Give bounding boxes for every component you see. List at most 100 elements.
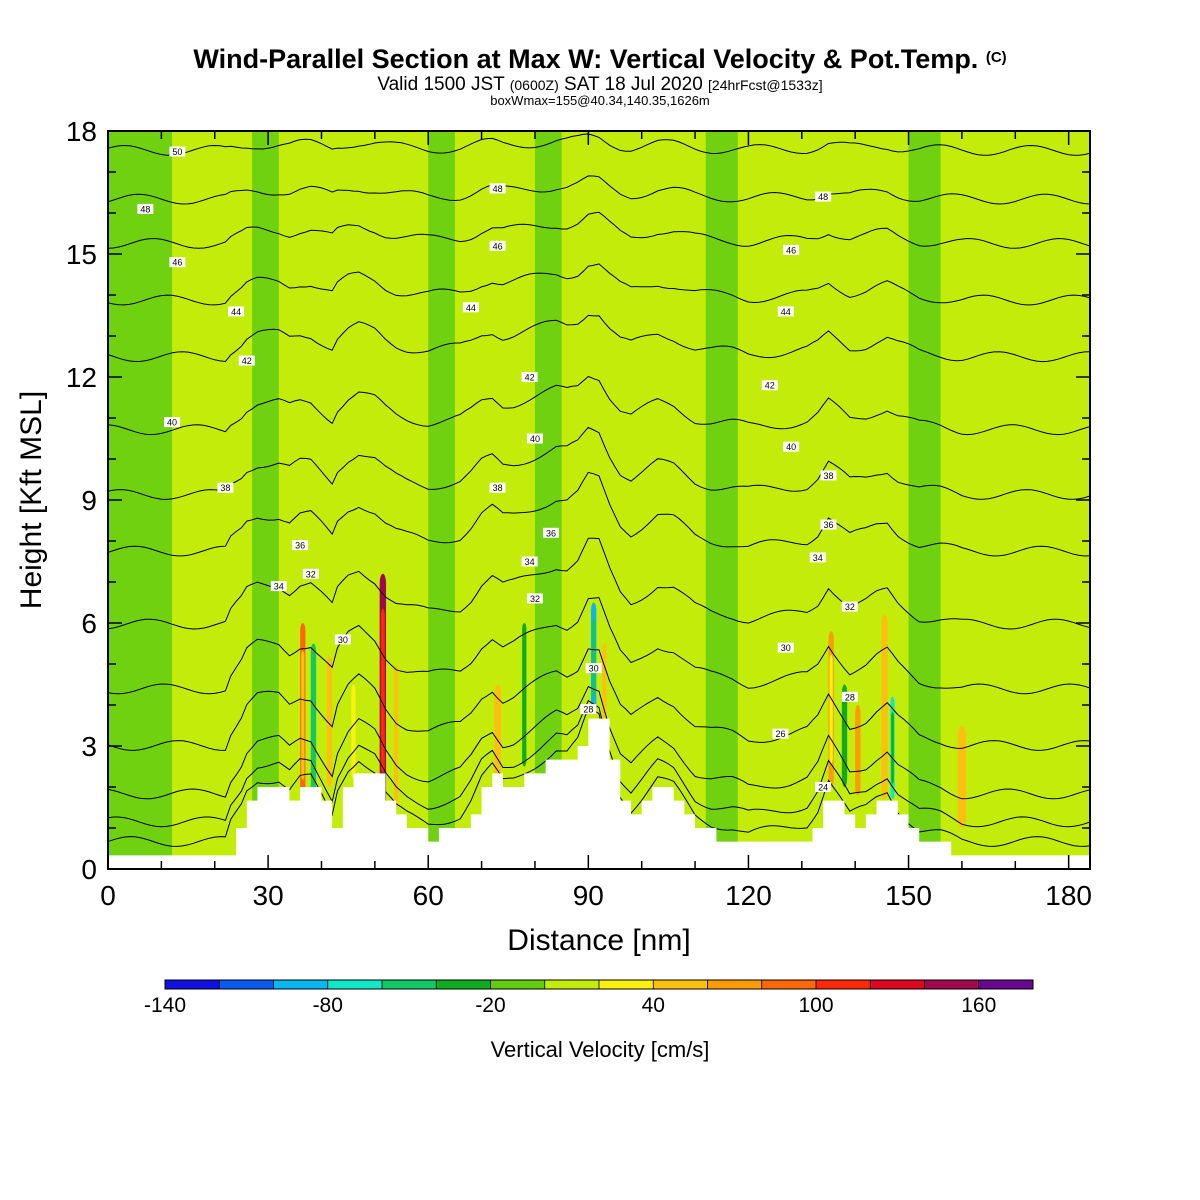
chart-boxwmax: boxWmax=155@40.34,140.35,1626m [490,93,710,108]
isentrope-label-20: 36 [546,528,556,538]
colorbar-swatch-8 [599,980,654,989]
terrain-mask [108,718,1090,869]
chart-title-text: Wind-Parallel Section at Max W: Vertical… [193,44,979,74]
w-band-2 [252,131,279,869]
isentrope-label-box-12 [761,380,778,391]
colorbar-swatch-5 [436,980,491,989]
isentrope-label-2: 48 [493,184,503,194]
isentrope-label-31: 28 [583,705,593,715]
w-feature-core-8 [592,619,596,697]
isentrope-label-box-23 [521,556,538,567]
w-feature-core-0 [301,650,305,780]
isentrope-label-box-21 [820,519,837,530]
isentrope-label-19: 36 [295,541,305,551]
valid-time-utc: (0600Z) [509,77,559,93]
colorbar-label--80: -80 [313,994,343,1017]
w-band-8 [705,131,738,869]
isentrope-label-30: 30 [781,643,791,653]
colorbar-swatch-15 [978,980,1033,989]
isentrope-label-box-31 [580,704,597,715]
w-feature-1 [310,643,317,808]
isentrope-label-box-14 [526,433,543,444]
x-tick-label-120: 120 [725,880,772,911]
isentrope-label-7: 44 [231,307,241,317]
isentrope-label-box-27 [841,601,858,612]
isentrope-label-12: 42 [765,381,775,391]
w-band-1 [177,131,194,869]
colorbar-label-160: 160 [961,994,996,1017]
valid-time: Valid 1500 JST [377,74,505,95]
w-feature-5 [394,664,399,808]
w-band-11 [999,131,1021,869]
x-tick-label-90: 90 [573,880,604,911]
isentrope-label-10: 42 [242,356,252,366]
w-feature-3 [351,684,356,779]
isentrope-label-box-18 [820,470,837,481]
y-tick-label-15: 15 [66,239,97,270]
isentrope-label-1: 48 [140,204,150,214]
w-feature-12 [855,705,861,796]
isentrope-label-box-10 [238,355,255,366]
isentrope-26 [108,699,1090,828]
x-tick-label-0: 0 [100,880,116,911]
w-feature-11 [841,684,848,787]
isentrope-42 [108,314,1090,363]
isentrope-label-box-9 [777,306,794,317]
isentrope-label-29: 30 [589,664,599,674]
isentrope-label-box-8 [462,302,479,313]
vertical-velocity-features [300,573,967,828]
isentrope-46 [108,211,1090,249]
isentrope-label-13: 40 [167,418,177,428]
w-band-6 [534,131,562,869]
isentrope-label-box-13 [164,417,181,428]
isentrope-label-box-1 [137,203,154,214]
isentrope-label-21: 36 [823,520,833,530]
isentrope-label-34: 24 [818,783,828,793]
w-band-10 [908,131,941,869]
isentrope-label-box-24 [809,552,826,563]
isentrope-label-box-6 [783,244,800,255]
isentrope-labels: 50 48 48 48 46 46 46 44 44 44 42 42 42 40 40 40 38 38 38 36… [137,146,858,793]
isentrope-label-box-25 [302,568,319,579]
colorbar-swatch-6 [490,980,545,989]
isentrope-label-box-5 [489,240,506,251]
w-band-3 [321,131,343,869]
isentrope-label-3: 48 [818,192,828,202]
isentrope-label-25: 32 [306,569,316,579]
colorbar-swatch-9 [653,980,708,989]
w-band-7 [620,131,642,869]
valid-date: SAT 18 Jul 2020 [564,74,703,95]
x-tick-label-150: 150 [885,880,932,911]
plot-area: 50 48 48 48 46 46 46 44 44 44 42 42 42 40 40 40 38 38 38 36… [107,130,1091,870]
x-tick-labels: 0 30 60 90 120 150 180 [100,880,1092,911]
isentrope-label-23: 34 [525,557,535,567]
isentrope-label-27: 32 [845,602,855,612]
isentrope-label-8: 44 [466,303,476,313]
y-tick-labels: 0 3 6 9 12 15 18 [66,116,97,885]
w-feature-core-4 [380,608,385,773]
isentrope-label-box-32 [841,691,858,702]
colorbar-label-100: 100 [798,994,833,1017]
w-feature-core-10 [829,654,833,764]
isentrope-label-14: 40 [530,434,540,444]
isentrope-label-6: 46 [786,245,796,255]
isentrope-label-24: 34 [813,553,823,563]
y-tick-label-6: 6 [81,608,97,639]
isentrope-label-32: 28 [845,692,855,702]
colorbar-swatch-14 [924,980,979,989]
colorbar-label--140: -140 [144,994,186,1017]
y-tick-label-18: 18 [66,116,97,147]
forecast-info: [24hrFcst@1533z] [708,77,823,93]
isentrope-label-box-33 [772,728,789,739]
isentrope-label-box-22 [270,581,287,592]
colorbar-swatch-7 [544,980,599,989]
isentrope-label-box-16 [217,482,234,493]
isentrope-44 [108,263,1090,306]
copyright-mark: (C) [985,49,1007,66]
w-feature-9 [602,643,607,726]
y-tick-label-9: 9 [81,485,97,516]
isentrope-label-box-26 [526,593,543,604]
colorbar-tick-labels: -140 -80 -20 40 100 160 [144,994,996,1017]
isentrope-36 [108,471,1090,557]
